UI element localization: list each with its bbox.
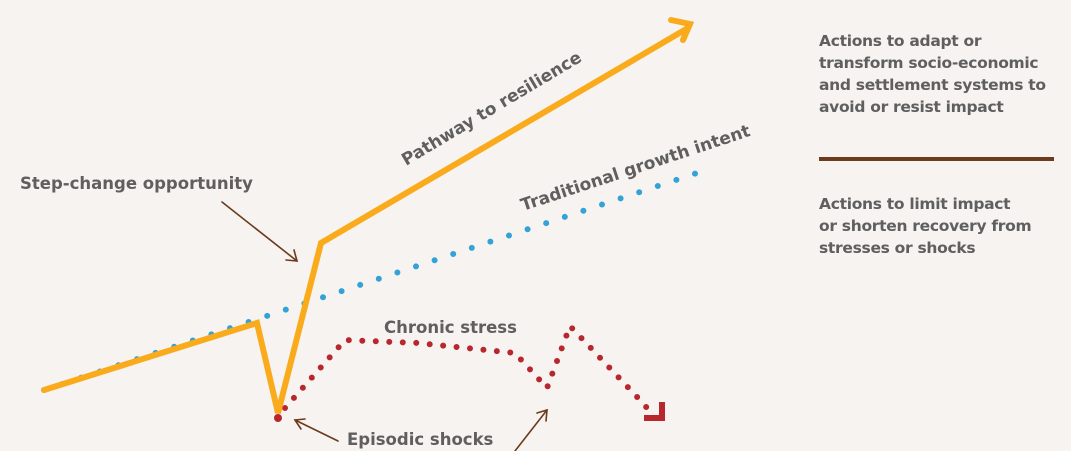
pathway-to-resilience-line [41,25,691,414]
chronic-stress-arrow-head [644,402,665,421]
legend-top-line-1: Actions to adapt or [819,32,982,50]
chronic-stress-dotted-line [282,323,658,420]
episodic-left-pointer-arrow [293,418,339,442]
step-change-label: Step-change opportunity [20,174,253,193]
legend-top-line-4: avoid or resist impact [819,98,1004,116]
legend-bottom-line-3: stresses or shocks [819,239,976,257]
step-change-pointer-arrow [221,201,299,262]
pathway-label: Pathway to resilience [398,48,585,171]
pathway-arrow-head [668,17,695,43]
legend-top-line-3: and settlement systems to [819,76,1046,94]
legend-limit-impact-text: Actions to limit impact or shorten recov… [819,193,1069,259]
growth-label: Traditional growth intent [518,121,753,215]
legend-bottom-line-2: or shorten recovery from [819,217,1032,235]
episodic-shocks-label: Episodic shocks [347,430,494,449]
legend-adapt-transform-text: Actions to adapt or transform socio-econ… [819,30,1069,118]
episodic-right-pointer-arrow [514,408,548,451]
legend-divider [819,157,1054,161]
legend-bottom-line-1: Actions to limit impact [819,195,1011,213]
chronic-stress-label: Chronic stress [384,318,517,337]
shock-point [274,414,282,422]
legend-top-line-2: transform socio-economic [819,54,1039,72]
